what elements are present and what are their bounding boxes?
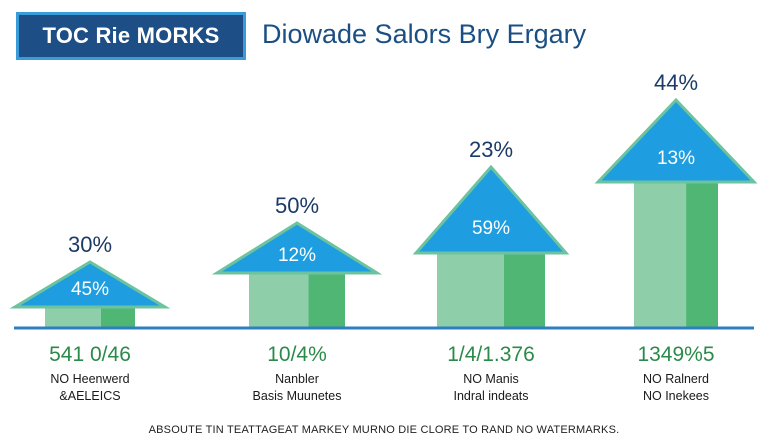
top-label: 30% xyxy=(68,232,112,257)
arrow-label: 59% xyxy=(472,218,510,239)
arrow-head xyxy=(211,221,383,275)
category-label: NO Manis xyxy=(463,372,519,386)
arrow-head xyxy=(412,164,570,255)
arrow-label: 45% xyxy=(71,279,109,300)
bar-shaft-light xyxy=(634,182,687,328)
value-label: 10/4% xyxy=(267,343,327,366)
category-label: Indral indeats xyxy=(453,389,528,403)
bar-shaft-light xyxy=(45,307,101,328)
footnote: ABSOUTE TIN TEATTAGEAT MARKEY MURNO DIE … xyxy=(148,424,620,436)
top-label: 44% xyxy=(654,70,698,95)
bar-shaft-dark xyxy=(503,253,545,328)
category-label: Basis Muunetes xyxy=(253,389,342,403)
bar-shaft-light xyxy=(437,253,504,328)
top-label: 50% xyxy=(275,193,319,218)
top-label: 23% xyxy=(469,137,513,162)
category-label: &AELEICS xyxy=(59,389,120,403)
bar-shaft-dark xyxy=(100,307,135,328)
value-label: 1349%5 xyxy=(637,343,714,366)
arrow-label: 13% xyxy=(657,148,695,169)
arrow-head xyxy=(9,260,171,309)
bar-shaft-dark xyxy=(308,273,345,328)
title-badge: TOC Rie MORKS xyxy=(16,12,246,60)
bar-shaft-dark xyxy=(686,182,718,328)
value-label: 1/4/1.376 xyxy=(447,343,535,366)
chart-title: Diowade Salors Bry Ergary xyxy=(262,19,587,49)
category-label: NO Heenwerd xyxy=(50,372,129,386)
category-label: Nanbler xyxy=(275,372,319,386)
arrow-label: 12% xyxy=(278,245,316,266)
value-label: 541 0/46 xyxy=(49,343,131,366)
bar-shaft-light xyxy=(249,273,309,328)
arrow-head xyxy=(594,97,758,184)
category-label: NO Ralnerd xyxy=(643,372,709,386)
category-label: NO Inekees xyxy=(643,389,709,403)
